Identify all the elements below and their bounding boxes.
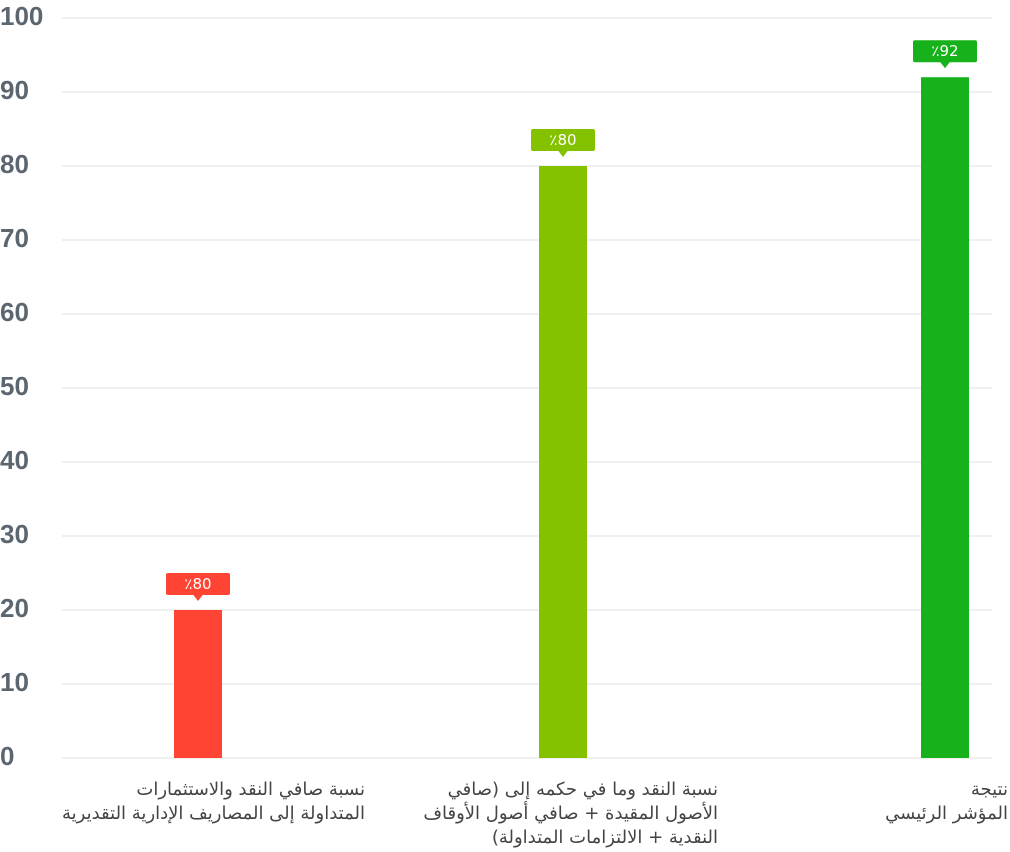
y-tick-label: 100 [0,1,43,31]
y-tick-label: 60 [0,297,29,327]
y-tick-label: 30 [0,519,29,549]
bar [539,166,587,758]
y-tick-label: 50 [0,371,29,401]
bar-label: ٪80 [549,131,576,149]
x-tick-label: النقدية + الالتزامات المتداولة) [492,827,718,848]
bar-label-pointer [193,594,203,601]
bar-label-pointer [558,150,568,157]
y-tick-label: 70 [0,223,29,253]
x-tick-label: الأصول المقيدة + صافي أصول الأوقاف [423,801,718,824]
y-tick-label: 20 [0,593,29,623]
bar [174,610,222,758]
x-tick-label: نسبة النقد وما في حكمه إلى (صافي [448,779,718,800]
bar-label-box [166,573,230,595]
y-tick-label: 0 [0,741,14,771]
bar [921,77,969,758]
bar-label-pointer [940,61,950,69]
x-tick-label: المؤشر الرئيسي [885,803,1008,824]
y-tick-label: 90 [0,75,29,105]
bar-label-box [531,129,595,151]
bar-label: ٪80 [184,575,211,593]
x-tick-label: المتداولة إلى المصاريف الإدارية التقديري… [62,803,365,824]
y-tick-label: 10 [0,667,29,697]
x-tick-label: نتيجة [971,779,1008,800]
bar-label: ٪92 [931,42,958,60]
y-tick-label: 40 [0,445,29,475]
y-tick-label: 80 [0,149,29,179]
x-tick-label: نسبة صافي النقد والاستثمارات [136,779,365,800]
bar-label-box [913,40,977,63]
